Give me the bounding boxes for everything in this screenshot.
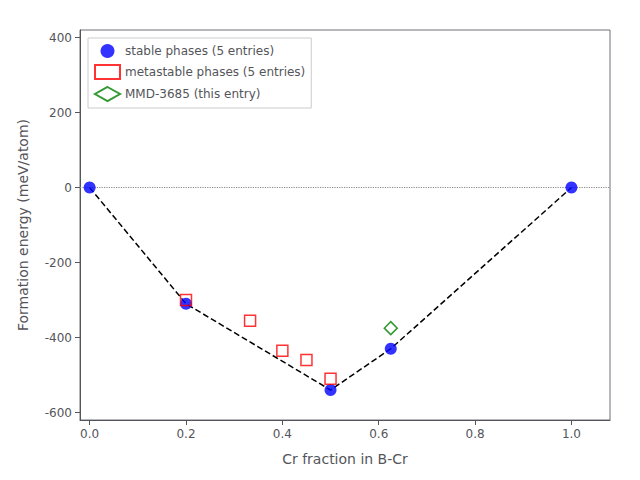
svg-text:0.0: 0.0 — [80, 427, 99, 441]
svg-text:0.8: 0.8 — [466, 427, 485, 441]
svg-text:Cr fraction in B-Cr: Cr fraction in B-Cr — [282, 451, 408, 467]
svg-text:MMD-3685 (this entry): MMD-3685 (this entry) — [125, 87, 260, 101]
svg-text:-600: -600 — [45, 406, 72, 420]
svg-text:stable phases (5 entries): stable phases (5 entries) — [125, 44, 274, 58]
svg-text:metastable phases (5 entries): metastable phases (5 entries) — [125, 65, 305, 79]
svg-text:0.4: 0.4 — [273, 427, 292, 441]
svg-text:200: 200 — [49, 106, 72, 120]
svg-text:-200: -200 — [45, 256, 72, 270]
svg-text:400: 400 — [49, 31, 72, 45]
svg-text:1.0: 1.0 — [562, 427, 581, 441]
svg-text:Formation energy (meV/atom): Formation energy (meV/atom) — [15, 119, 31, 331]
svg-text:0.2: 0.2 — [176, 427, 195, 441]
svg-text:0.6: 0.6 — [369, 427, 388, 441]
svg-text:0: 0 — [64, 181, 72, 195]
svg-text:-400: -400 — [45, 331, 72, 345]
